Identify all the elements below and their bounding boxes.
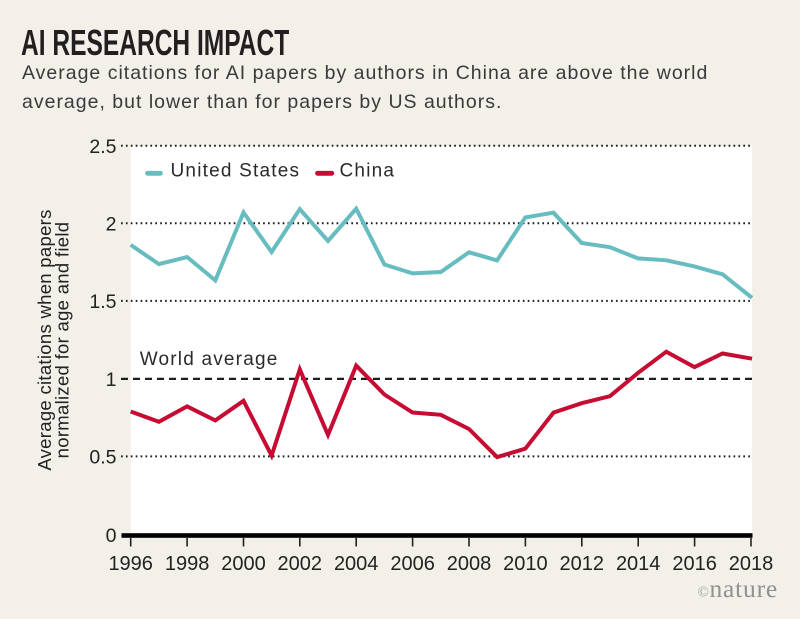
svg-text:2.5: 2.5	[89, 136, 116, 158]
svg-text:1: 1	[106, 369, 117, 391]
svg-text:2002: 2002	[278, 553, 323, 575]
svg-text:nature: nature	[710, 574, 779, 603]
svg-text:normalized for age and field: normalized for age and field	[52, 222, 73, 459]
svg-text:2010: 2010	[503, 553, 548, 575]
svg-text:0.5: 0.5	[89, 447, 116, 469]
svg-text:2: 2	[106, 213, 117, 235]
svg-text:2016: 2016	[672, 553, 717, 575]
svg-text:2012: 2012	[560, 553, 605, 575]
svg-text:2000: 2000	[221, 553, 266, 575]
svg-text:2004: 2004	[334, 553, 379, 575]
svg-text:1.5: 1.5	[89, 291, 116, 313]
svg-text:1996: 1996	[108, 553, 153, 575]
svg-text:1998: 1998	[165, 553, 210, 575]
svg-text:2006: 2006	[390, 553, 435, 575]
svg-text:World average: World average	[140, 349, 279, 370]
svg-text:2014: 2014	[616, 553, 661, 575]
svg-text:Average citations when papers: Average citations when papers	[34, 209, 55, 470]
svg-text:China: China	[340, 160, 396, 181]
svg-text:0: 0	[106, 525, 117, 547]
svg-text:United States: United States	[171, 160, 301, 181]
svg-text:2018: 2018	[729, 553, 774, 575]
svg-text:2008: 2008	[447, 553, 492, 575]
svg-text:©: ©	[698, 585, 709, 601]
